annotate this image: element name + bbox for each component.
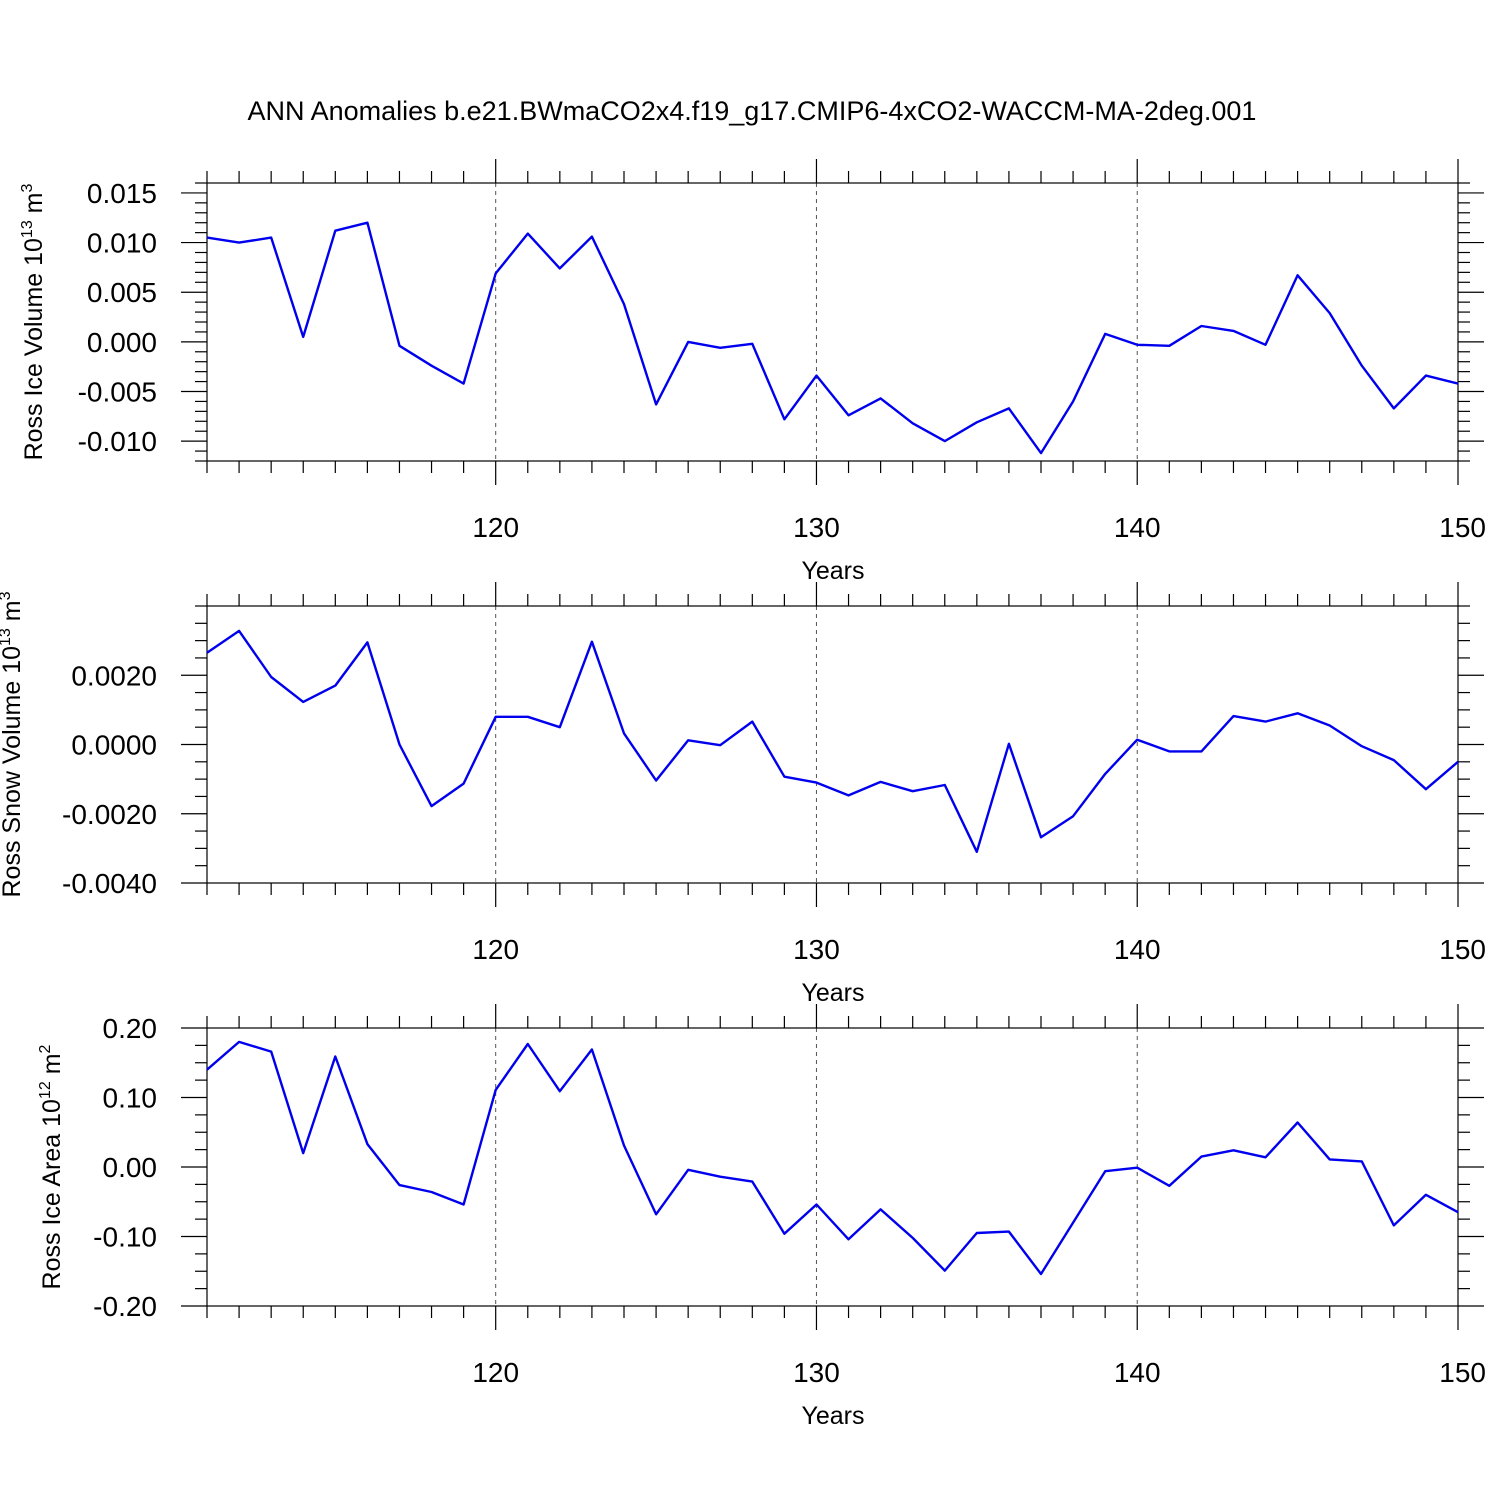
x-tick-label: 150 xyxy=(1439,934,1486,965)
x-tick-label: 140 xyxy=(1114,934,1161,965)
y-tick-label: 0.010 xyxy=(87,228,157,259)
x-tick-label: 120 xyxy=(472,512,519,543)
panels: 120 130 140 150 -0.010 -0.005 0.000 0.005 0.010 0… xyxy=(0,159,1486,1430)
panel-1: 120 130 140 150 -0.010 -0.005 0.000 0.005 0.010 0… xyxy=(19,159,1486,585)
y-axis-label: Ross Ice Area 1012 m2 xyxy=(37,1044,66,1289)
x-tick-label: 120 xyxy=(472,934,519,965)
series-line xyxy=(206,629,1459,853)
series-line xyxy=(206,1040,1459,1276)
x-axis-label: Years xyxy=(801,979,864,1007)
y-tick-label: -0.0040 xyxy=(62,868,157,899)
y-tick-label: 0.10 xyxy=(103,1083,158,1114)
x-tick-label: 150 xyxy=(1439,512,1486,543)
y-tick-label: 0.005 xyxy=(87,277,157,308)
x-tick-label: 130 xyxy=(793,934,840,965)
y-tick-label: 0.20 xyxy=(103,1013,158,1044)
figure-title: ANN Anomalies b.e21.BWmaCO2x4.f19_g17.CM… xyxy=(248,96,1257,126)
y-tick-label: -0.20 xyxy=(93,1291,157,1322)
y-tick-label: 0.00 xyxy=(103,1152,158,1183)
x-axis-label: Years xyxy=(801,557,864,585)
y-tick-label: -0.0020 xyxy=(62,799,157,830)
y-tick-label: -0.010 xyxy=(78,426,157,457)
y-tick-label: 0.0000 xyxy=(71,730,157,761)
y-axis-label: Ross Ice Volume 1013 m3 xyxy=(19,183,48,460)
y-tick-label: 0.000 xyxy=(87,327,157,358)
y-tick-label: 0.015 xyxy=(87,178,157,209)
panel-3: 120 130 140 150 -0.20 -0.10 0.00 0.10 0.20 Years R… xyxy=(37,1004,1486,1430)
x-tick-label: 140 xyxy=(1114,512,1161,543)
x-tick-label: 140 xyxy=(1114,1357,1161,1388)
panel-2: 120 130 140 150 -0.0040 -0.0020 0.0000 0.0020 Ye… xyxy=(0,582,1486,1007)
y-tick-label: -0.005 xyxy=(78,377,157,408)
series-line xyxy=(206,221,1459,455)
x-tick-label: 130 xyxy=(793,1357,840,1388)
x-tick-label: 120 xyxy=(472,1357,519,1388)
y-tick-label: 0.0020 xyxy=(71,660,157,691)
x-tick-label: 150 xyxy=(1439,1357,1486,1388)
y-tick-label: -0.10 xyxy=(93,1222,157,1253)
y-axis-label: Ross Snow Volume 1013 m3 xyxy=(0,591,26,897)
x-tick-label: 130 xyxy=(793,512,840,543)
x-axis-label: Years xyxy=(801,1402,864,1430)
